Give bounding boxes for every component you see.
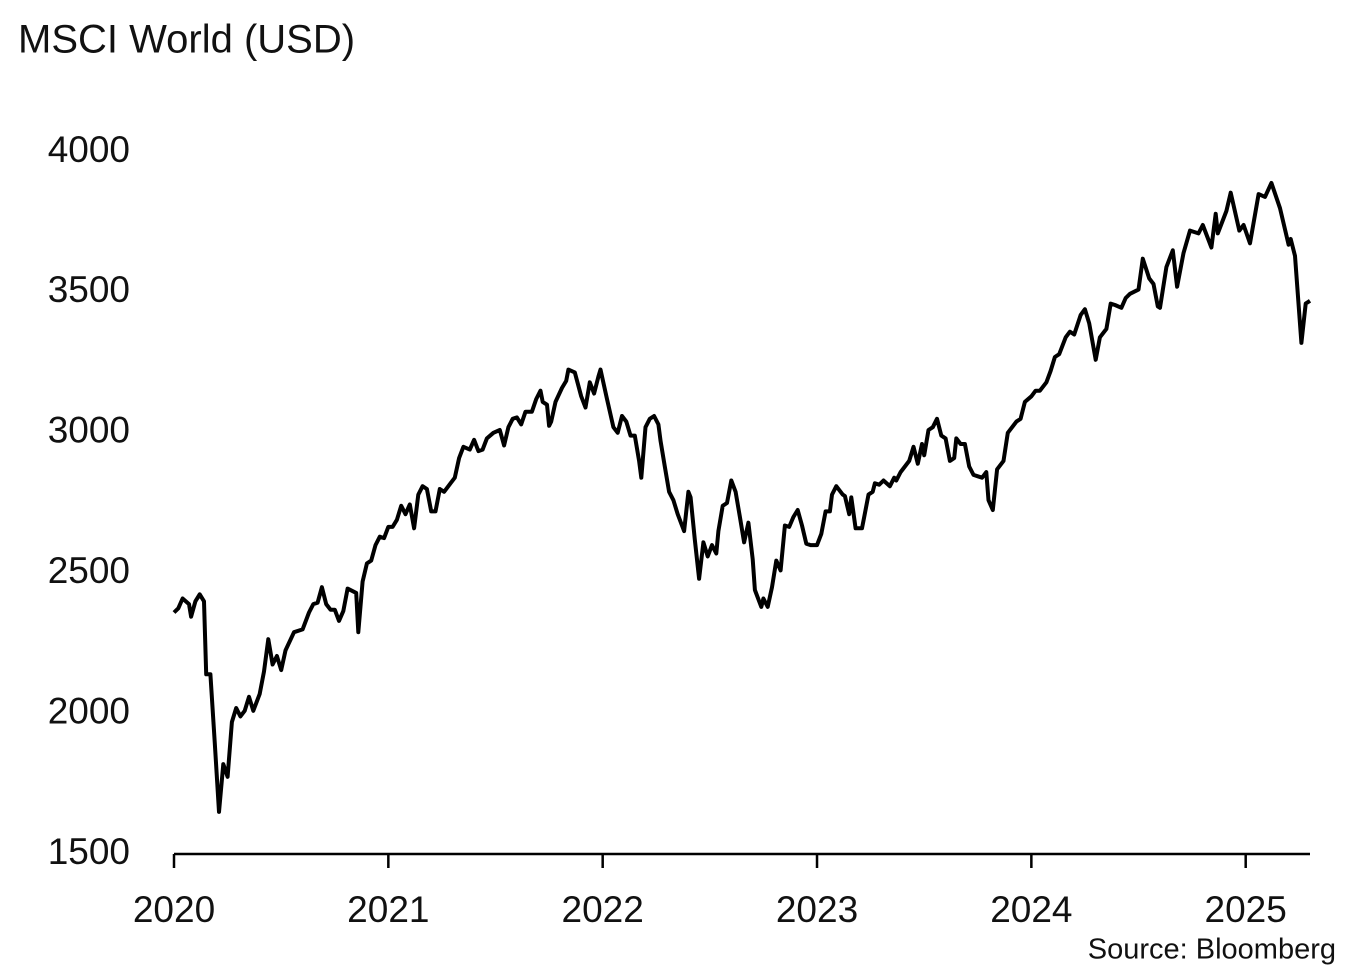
x-tick-label: 2020 bbox=[133, 889, 215, 930]
y-tick-label: 3500 bbox=[48, 269, 130, 310]
x-tick-label: 2025 bbox=[1205, 889, 1287, 930]
chart-title: MSCI World (USD) bbox=[18, 18, 355, 62]
y-tick-label: 2000 bbox=[48, 690, 130, 731]
source-note: Source: Bloomberg bbox=[1088, 934, 1336, 966]
x-tick-label: 2021 bbox=[347, 889, 429, 930]
x-tick-label: 2023 bbox=[776, 889, 858, 930]
y-tick-label: 1500 bbox=[48, 831, 130, 872]
x-tick-label: 2024 bbox=[990, 889, 1072, 930]
y-tick-label: 2500 bbox=[48, 550, 130, 591]
price-line bbox=[172, 180, 1312, 814]
y-tick-label: 4000 bbox=[48, 129, 130, 170]
x-tick-label: 2022 bbox=[562, 889, 644, 930]
y-tick-label: 3000 bbox=[48, 410, 130, 451]
